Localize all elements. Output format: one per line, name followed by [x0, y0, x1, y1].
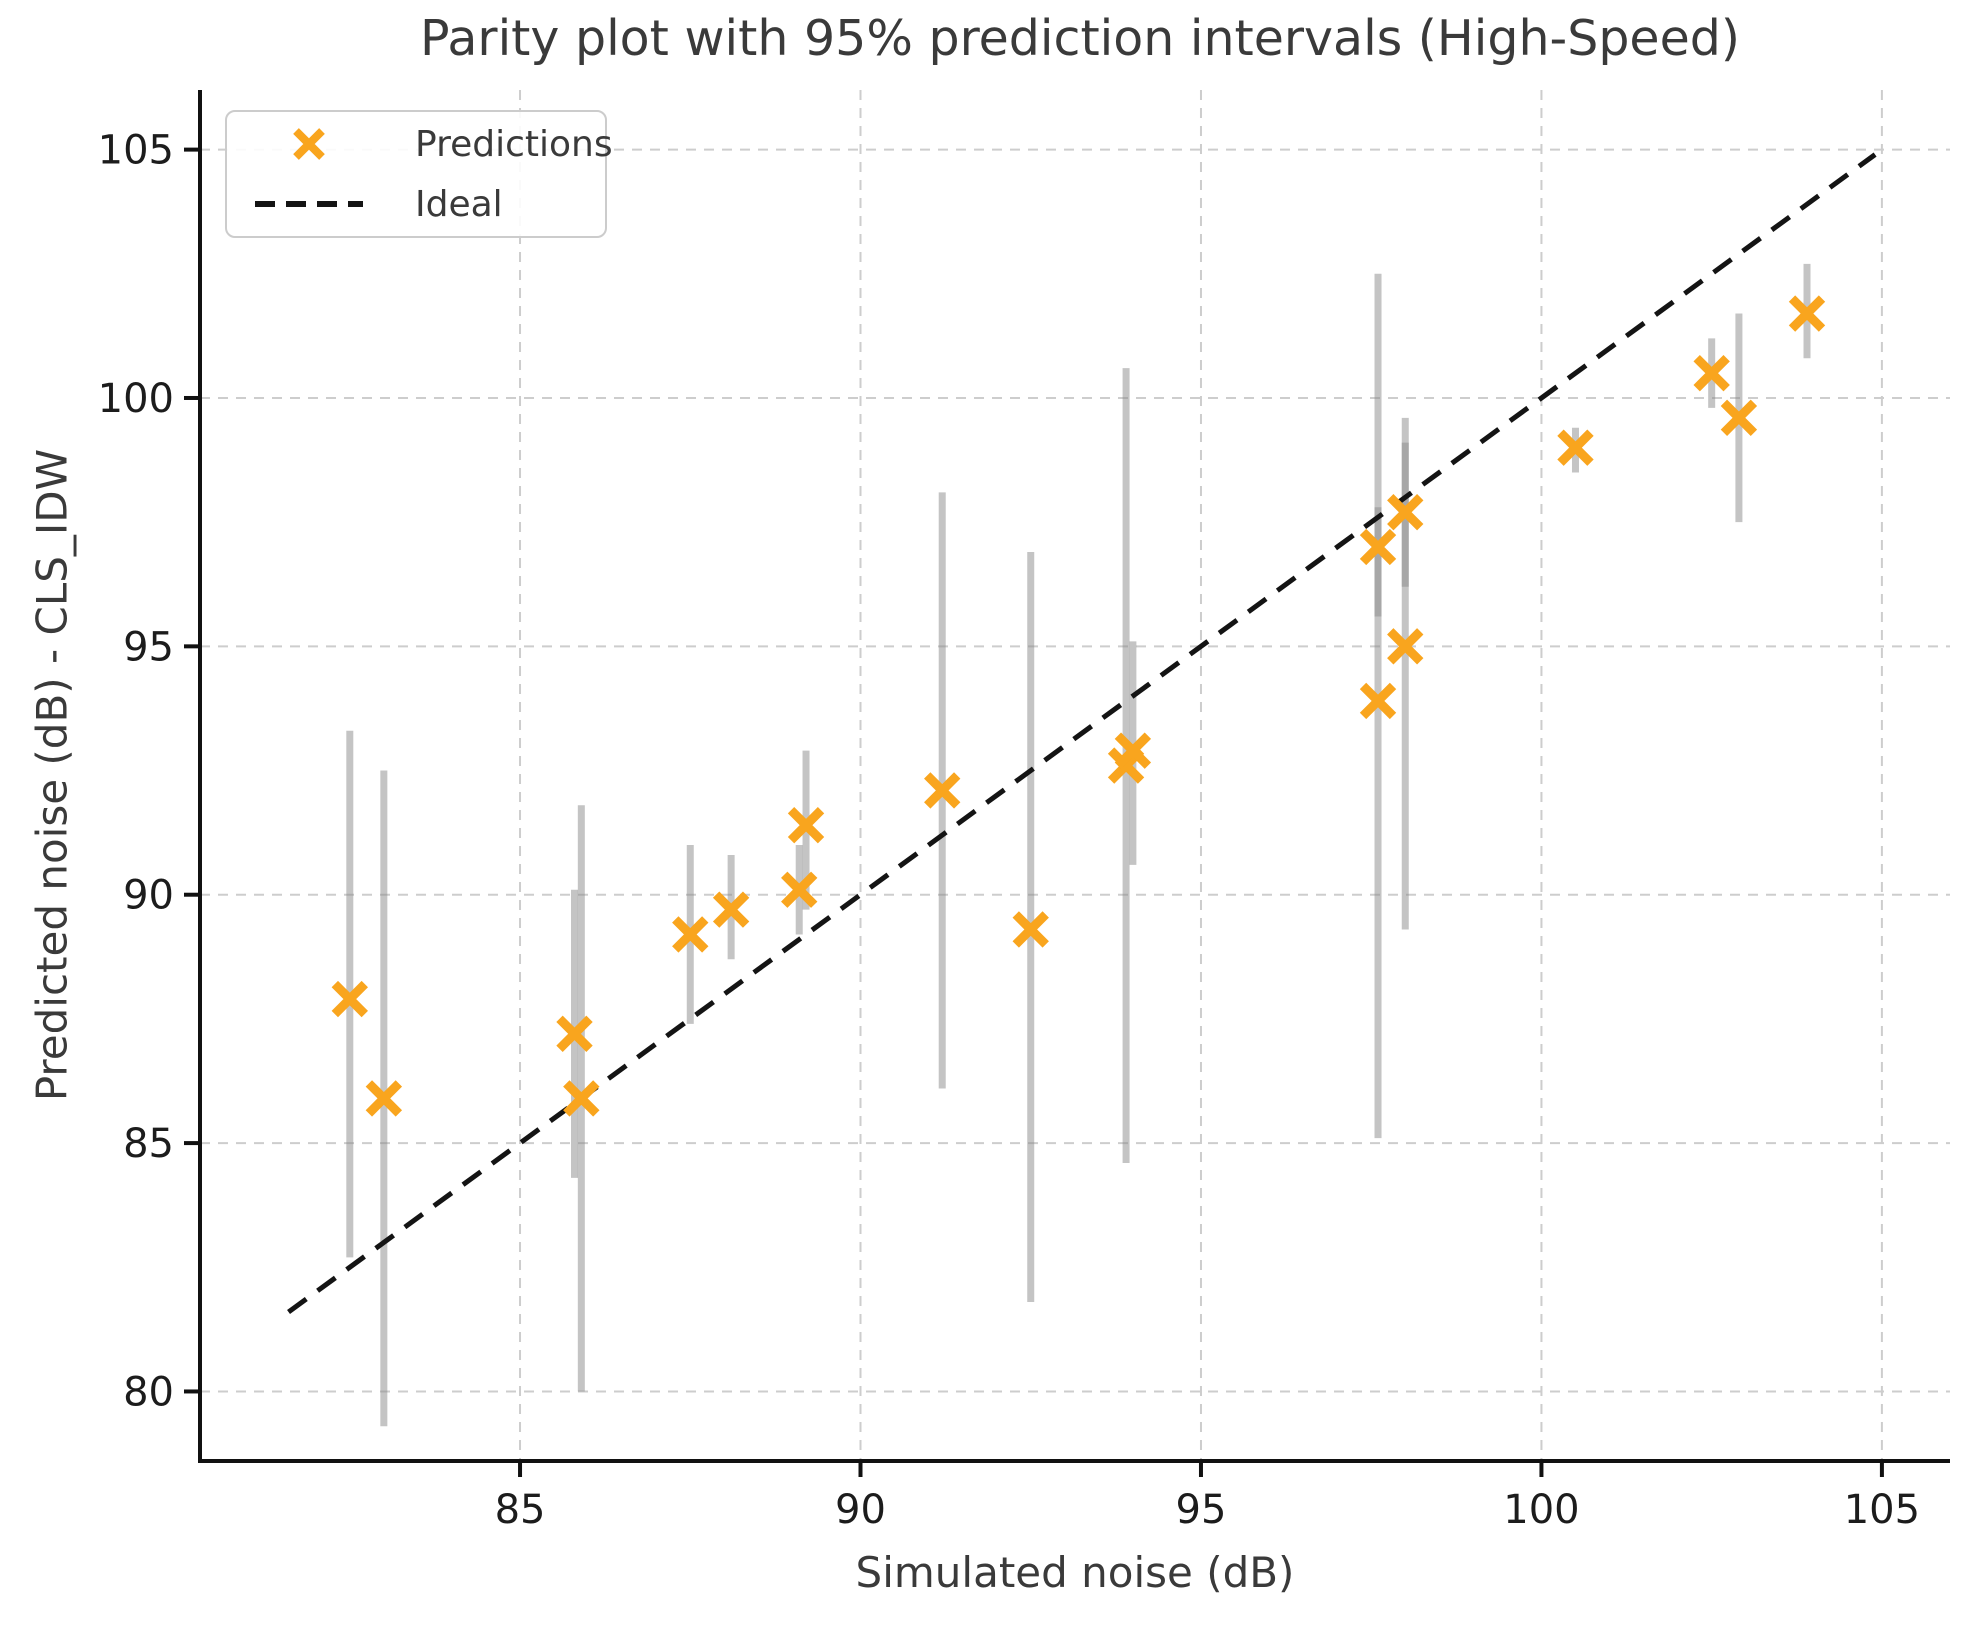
prediction-marker — [1720, 399, 1758, 437]
legend-item-predictions: Predictions — [253, 118, 613, 170]
prediction-marker — [781, 871, 818, 908]
prediction-marker — [1387, 494, 1424, 531]
legend-label-ideal: Ideal — [415, 183, 503, 225]
x-tick-label: 105 — [1844, 1487, 1920, 1533]
prediction-marker — [787, 806, 825, 844]
prediction-marker — [1788, 295, 1826, 332]
chart-title: Parity plot with 95% prediction interval… — [420, 10, 1740, 67]
prediction-marker — [924, 772, 961, 809]
legend: Predictions Ideal — [225, 110, 613, 238]
prediction-marker — [1114, 732, 1152, 769]
prediction-marker — [1387, 628, 1424, 665]
legend-label-predictions: Predictions — [415, 123, 613, 165]
prediction-marker — [563, 1080, 600, 1117]
legend-item-ideal: Ideal — [253, 178, 605, 230]
y-axis-label: Predicted noise (dB) - CLS_IDW — [27, 448, 77, 1102]
y-tick-label: 90 — [123, 873, 174, 919]
prediction-marker — [712, 891, 750, 928]
ideal-line — [287, 152, 1877, 1314]
prediction-marker — [1557, 429, 1594, 466]
y-tick-label: 95 — [123, 624, 174, 670]
prediction-marker — [331, 980, 368, 1018]
prediction-marker — [556, 1015, 593, 1052]
prediction-marker — [1359, 528, 1397, 566]
x-tick-label: 95 — [1176, 1487, 1227, 1533]
x-axis-label: Simulated noise (dB) — [855, 1548, 1295, 1597]
prediction-marker — [1012, 911, 1049, 948]
prediction-marker — [1693, 354, 1730, 392]
y-tick-label: 80 — [123, 1369, 174, 1415]
prediction-marker — [672, 916, 709, 953]
x-tick-label: 90 — [835, 1487, 886, 1533]
y-tick-label: 105 — [98, 128, 174, 174]
dashed-line-icon — [253, 199, 365, 209]
x-tick-label: 100 — [1503, 1487, 1579, 1533]
x-tick-label: 85 — [495, 1487, 546, 1533]
x-marker-icon — [253, 121, 365, 167]
y-tick-label: 85 — [123, 1121, 174, 1167]
prediction-marker — [1359, 682, 1397, 720]
prediction-marker — [365, 1080, 403, 1117]
y-tick-label: 100 — [98, 376, 174, 422]
